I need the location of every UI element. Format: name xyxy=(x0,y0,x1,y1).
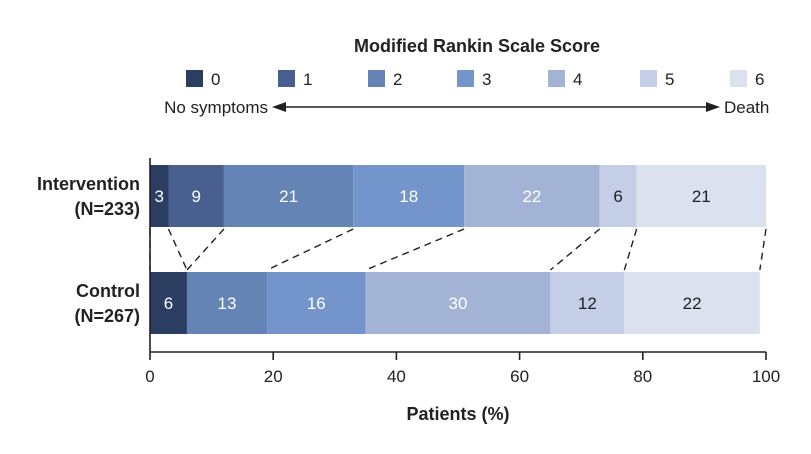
row-n-label-control: (N=267) xyxy=(74,306,140,326)
bar-label-control-mrs-2: 13 xyxy=(218,294,237,313)
bar-label-intervention-mrs-1: 9 xyxy=(191,187,200,206)
legend-label-3: 3 xyxy=(482,70,491,89)
bar-intervention-mrs-4 xyxy=(464,165,600,227)
bar-intervention-mrs-6 xyxy=(636,165,766,227)
bar-control-mrs-6 xyxy=(624,272,760,334)
x-tick-label-100: 100 xyxy=(752,367,780,386)
bar-label-control-mrs-3: 16 xyxy=(307,294,326,313)
bar-intervention-mrs-0 xyxy=(150,165,169,227)
legend-label-4: 4 xyxy=(573,70,582,89)
connector-mrs-4 xyxy=(549,228,601,271)
bar-label-intervention-mrs-2: 21 xyxy=(279,187,298,206)
row-label-intervention: Intervention xyxy=(37,174,140,194)
bar-label-control-mrs-5: 12 xyxy=(578,294,597,313)
x-tick-label-60: 60 xyxy=(510,367,529,386)
x-axis: 0 20 40 60 80 100 xyxy=(145,158,780,386)
bar-label-intervention-mrs-4: 22 xyxy=(522,187,541,206)
connector-lines xyxy=(149,228,767,271)
x-axis-label: Patients (%) xyxy=(406,404,509,424)
connector-mrs-1 xyxy=(186,228,225,271)
bar-control-mrs-4 xyxy=(365,272,551,334)
chart-title: Modified Rankin Scale Score xyxy=(354,36,600,56)
bar-control-mrs-3 xyxy=(267,272,366,334)
scale-arrowhead-right xyxy=(706,102,720,112)
scale-anchor-low: No symptoms xyxy=(164,98,268,117)
legend-swatch-0 xyxy=(186,70,203,87)
row-label-control: Control xyxy=(76,281,140,301)
bar-control-mrs-0 xyxy=(150,272,187,334)
scale-arrowhead-left xyxy=(272,102,286,112)
legend-label-2: 2 xyxy=(393,70,402,89)
bar-intervention-mrs-3 xyxy=(353,165,465,227)
connector-mrs-2 xyxy=(266,228,354,271)
bar-label-control-mrs-4: 30 xyxy=(449,294,468,313)
bar-label-control-mrs-0: 6 xyxy=(164,294,173,313)
row-n-label-intervention: (N=233) xyxy=(74,199,140,219)
legend-swatch-2 xyxy=(368,70,385,87)
bar-control-mrs-5 xyxy=(550,272,625,334)
legend-label-5: 5 xyxy=(665,70,674,89)
bar-intervention-mrs-5 xyxy=(599,165,637,227)
bar-intervention-mrs-2 xyxy=(223,165,354,227)
bar-label-intervention-mrs-3: 18 xyxy=(399,187,418,206)
bar-intervention-mrs-1 xyxy=(168,165,224,227)
x-tick-label-0: 0 xyxy=(145,367,154,386)
bar-label-intervention-mrs-6: 21 xyxy=(692,187,711,206)
row-labels: Intervention (N=233) Control (N=267) xyxy=(37,174,140,326)
legend-label-0: 0 xyxy=(211,70,220,89)
bar-label-intervention-mrs-5: 6 xyxy=(613,187,622,206)
bars: 3 9 21 18 22 6 21 6 13 16 30 12 22 xyxy=(150,165,766,334)
legend-swatch-1 xyxy=(278,70,295,87)
connector-mrs-0 xyxy=(167,228,188,271)
bar-label-intervention-mrs-0: 3 xyxy=(155,187,164,206)
scale-arrow xyxy=(272,102,720,112)
legend-swatch-4 xyxy=(548,70,565,87)
x-tick-label-20: 20 xyxy=(264,367,283,386)
connector-mrs-6 xyxy=(759,228,767,271)
legend-label-6: 6 xyxy=(755,70,764,89)
legend-swatch-3 xyxy=(457,70,474,87)
scale-anchor-high: Death xyxy=(724,98,769,117)
connector-mrs-3 xyxy=(365,228,465,271)
legend-swatch-6 xyxy=(730,70,747,87)
legend-label-1: 1 xyxy=(303,70,312,89)
legend: 0 1 2 3 4 5 6 xyxy=(186,70,764,89)
legend-swatch-5 xyxy=(640,70,657,87)
bar-label-control-mrs-6: 22 xyxy=(683,294,702,313)
x-tick-label-40: 40 xyxy=(387,367,406,386)
bar-control-mrs-2 xyxy=(186,272,268,334)
connector-mrs-5 xyxy=(623,228,638,271)
x-tick-label-80: 80 xyxy=(633,367,652,386)
